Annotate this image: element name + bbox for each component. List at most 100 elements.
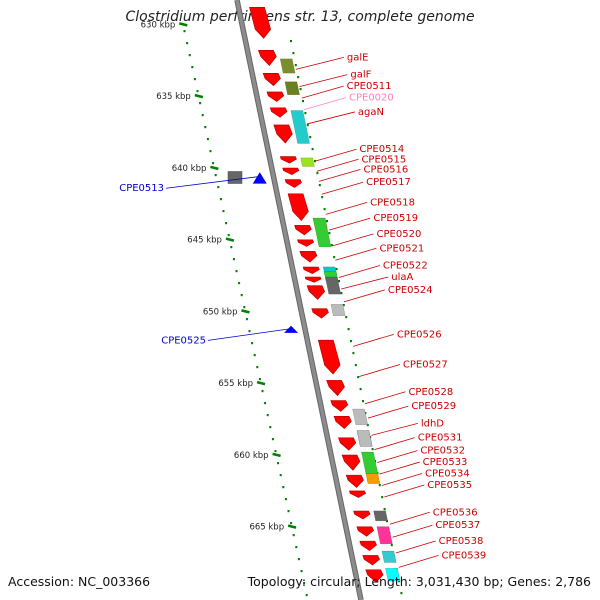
scale-track-dot bbox=[209, 150, 212, 153]
outer-track-dot bbox=[311, 148, 314, 151]
label-leader-line bbox=[377, 450, 418, 463]
label-leader-line bbox=[304, 97, 347, 110]
scale-track-dot bbox=[248, 330, 251, 333]
scale-track-dot bbox=[277, 462, 280, 465]
label-leader-line bbox=[316, 158, 359, 172]
scale-track-dot bbox=[256, 366, 259, 369]
label-leader-line bbox=[381, 473, 423, 486]
gene-label: CPE0533 bbox=[423, 457, 468, 468]
forward-gene-arrow bbox=[359, 540, 377, 551]
feature-block bbox=[330, 303, 346, 316]
gene-label: CPE0537 bbox=[435, 520, 480, 531]
forward-gene-arrow bbox=[249, 7, 272, 39]
gene-label: CPE0515 bbox=[361, 154, 406, 165]
outer-track-dot bbox=[390, 544, 393, 547]
gene-label: CPE0020 bbox=[349, 93, 394, 104]
gene-label: ulaA bbox=[391, 272, 413, 283]
scale-tick bbox=[225, 237, 235, 242]
forward-gene-arrow bbox=[269, 107, 288, 118]
label-leader-line bbox=[165, 175, 262, 189]
scale-tick-label: 630 kbp bbox=[141, 20, 176, 30]
forward-gene-arrow bbox=[365, 569, 384, 583]
outer-track-dot bbox=[347, 328, 350, 331]
forward-gene-arrow bbox=[273, 124, 293, 144]
feature-block bbox=[373, 510, 388, 522]
forward-gene-arrow bbox=[338, 437, 357, 451]
forward-gene-arrow bbox=[317, 339, 341, 375]
label-leader-line bbox=[371, 422, 418, 436]
outer-track-dot bbox=[350, 340, 352, 343]
scale-track-dot bbox=[204, 126, 207, 129]
forward-gene-arrow bbox=[304, 276, 322, 283]
scale-track-dot bbox=[230, 246, 233, 249]
forward-gene-arrow bbox=[326, 380, 345, 397]
scale-tick bbox=[210, 165, 219, 171]
label-leader-line bbox=[395, 540, 436, 554]
scale-track-dot bbox=[258, 378, 261, 381]
scale-track-dot bbox=[191, 66, 194, 69]
scale-track-dot bbox=[303, 582, 306, 585]
outer-track-dot bbox=[309, 136, 312, 139]
label-leader-line bbox=[384, 484, 425, 498]
label-leader-line bbox=[352, 333, 394, 347]
gene-label: galE bbox=[347, 52, 369, 63]
scale-track-dot bbox=[199, 102, 202, 105]
scale-track-dot bbox=[235, 270, 238, 273]
label-leader-line bbox=[367, 405, 409, 419]
scale-tick-label: 665 kbp bbox=[249, 523, 284, 533]
scale-track-dot bbox=[245, 318, 248, 321]
scale-tick-label: 635 kbp bbox=[156, 92, 191, 102]
outer-track-dot bbox=[292, 52, 295, 55]
label-leader-line bbox=[318, 168, 361, 182]
forward-gene-arrow bbox=[302, 266, 320, 274]
forward-gene-arrow bbox=[297, 239, 315, 247]
scale-track-dot bbox=[269, 426, 272, 429]
scale-tick bbox=[272, 452, 281, 458]
gene-label: CPE0535 bbox=[427, 480, 472, 491]
gene-label: CPE0526 bbox=[397, 329, 442, 340]
label-leader-line bbox=[359, 364, 401, 377]
scale-track-dot bbox=[222, 210, 225, 213]
scale-tick bbox=[178, 22, 188, 27]
label-leader-line bbox=[314, 148, 357, 162]
outer-track-dot bbox=[297, 76, 300, 79]
map-title: Clostridium perfringens str. 13, complet… bbox=[125, 9, 475, 25]
scale-track-dot bbox=[217, 186, 220, 189]
label-leader-line bbox=[392, 524, 433, 538]
topology-text: Topology: circular; Length: 3,031,430 bp… bbox=[247, 574, 591, 589]
outer-track-dot bbox=[354, 364, 357, 367]
outer-track-dot bbox=[352, 352, 355, 355]
forward-gene-arrow bbox=[279, 156, 297, 164]
forward-gene-arrow bbox=[353, 510, 371, 520]
forward-gene-arrow bbox=[362, 555, 380, 566]
scale-track-dot bbox=[290, 522, 293, 525]
outer-track-dot bbox=[321, 196, 324, 199]
gene-label: CPE0516 bbox=[363, 164, 408, 175]
feature-block bbox=[381, 550, 397, 563]
label-leader-line bbox=[398, 554, 439, 568]
feature-block bbox=[312, 217, 332, 248]
label-leader-line bbox=[338, 265, 381, 278]
outer-track-dot bbox=[366, 424, 369, 427]
scale-track-dot bbox=[264, 402, 267, 405]
scale-tick-label: 640 kbp bbox=[172, 164, 207, 174]
forward-gene-arrow bbox=[284, 179, 302, 188]
label-leader-line bbox=[295, 57, 344, 70]
outer-track-dot bbox=[342, 304, 345, 307]
gene-label: CPE0525 bbox=[161, 335, 206, 346]
scale-track-dot bbox=[193, 78, 196, 81]
outer-track-dot bbox=[333, 256, 336, 259]
scale-tick-label: 655 kbp bbox=[218, 379, 253, 389]
label-leader-line bbox=[341, 276, 389, 290]
reverse-gene-arrow bbox=[252, 172, 267, 184]
gene-label: CPE0531 bbox=[418, 433, 463, 444]
label-leader-line bbox=[364, 391, 406, 405]
feature-block bbox=[352, 408, 369, 426]
gene-label: galF bbox=[350, 70, 371, 81]
feature-block bbox=[356, 430, 373, 447]
feature-block bbox=[300, 157, 315, 167]
gene-label: CPE0524 bbox=[388, 285, 433, 296]
scale-track-dot bbox=[214, 174, 217, 177]
outer-track-dot bbox=[357, 376, 360, 379]
